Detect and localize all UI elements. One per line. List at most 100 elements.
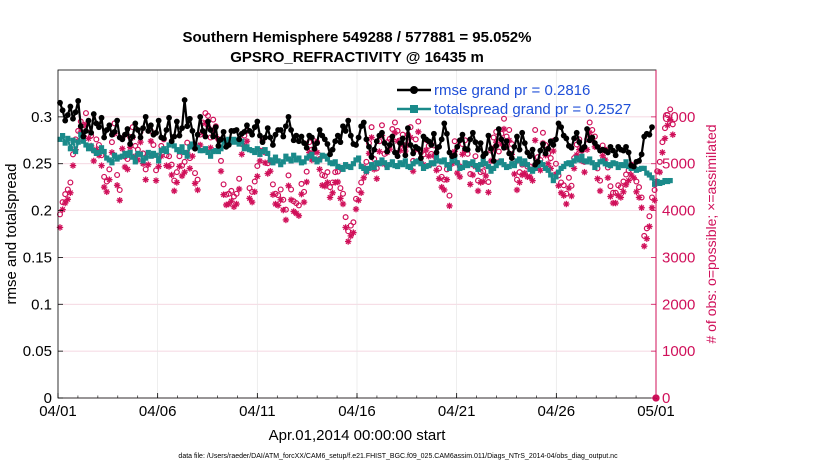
totalspread-point xyxy=(311,156,318,162)
totalspread-point xyxy=(491,165,497,171)
rmse-point xyxy=(321,136,328,143)
totalspread-point xyxy=(384,164,390,171)
totalspread-point xyxy=(78,132,84,138)
y-right-tick-label: 6000 xyxy=(662,109,695,126)
obs-assimilated-point xyxy=(280,206,287,214)
obs-assimilated-point xyxy=(137,138,144,146)
totalspread-point xyxy=(91,147,97,154)
totalspread-point xyxy=(57,136,63,142)
totalspread-point xyxy=(579,153,585,159)
obs-possible-point xyxy=(254,163,261,170)
obs-assimilated-point xyxy=(435,175,443,182)
totalspread-point xyxy=(394,163,401,170)
rmse-point xyxy=(355,134,362,141)
obs-assimilated-point xyxy=(155,163,162,170)
rmse-point xyxy=(563,135,570,142)
obs-assimilated-point xyxy=(357,189,365,196)
obs-assimilated-point xyxy=(596,187,604,195)
rmse-point xyxy=(516,146,523,153)
rmse-point xyxy=(433,149,440,156)
rmse-point xyxy=(207,127,214,133)
rmse-point xyxy=(451,152,458,159)
totalspread-point xyxy=(400,162,406,168)
obs-assimilated-point xyxy=(282,216,290,224)
totalspread-point xyxy=(348,164,354,171)
totalspread-point xyxy=(148,153,154,159)
obs-assimilated-point xyxy=(191,180,199,187)
rmse-point xyxy=(508,155,515,161)
obs-assimilated-point xyxy=(300,198,308,206)
rmse-point xyxy=(636,158,642,164)
rmse-point xyxy=(264,125,271,132)
obs-possible-point xyxy=(228,187,235,194)
totalspread-point xyxy=(124,152,131,158)
obs-possible-point xyxy=(67,179,74,186)
obs-assimilated-point xyxy=(516,179,523,186)
totalspread-point xyxy=(143,155,149,161)
rmse-point xyxy=(498,136,505,143)
obs-possible-point xyxy=(552,160,559,167)
totalspread-point xyxy=(161,146,167,152)
x-axis: 04/01 04/06 04/11 04/16 04/21 04/26 05/01 xyxy=(39,393,675,420)
obs-assimilated-point xyxy=(360,174,367,181)
obs-possible-point xyxy=(506,126,513,133)
totalspread-point xyxy=(363,168,369,174)
totalspread-point xyxy=(589,160,595,166)
rmse-point xyxy=(334,132,341,139)
totalspread-point xyxy=(215,148,221,155)
rmse-point xyxy=(402,152,409,159)
obs-assimilated-point xyxy=(303,178,310,186)
obs-assimilated-point xyxy=(531,137,539,144)
x-tick-label: 04/16 xyxy=(338,403,376,420)
rmse-point xyxy=(267,134,274,141)
obs-assimilated-point xyxy=(368,134,375,141)
totalspread-point xyxy=(524,162,530,168)
obs-possible-point xyxy=(176,153,183,160)
totalspread-point xyxy=(101,148,107,155)
rmse-point xyxy=(251,124,258,131)
totalspread-point xyxy=(59,133,66,139)
rmse-point xyxy=(210,133,217,140)
totalspread-point xyxy=(153,152,159,158)
totalspread-point xyxy=(501,162,507,168)
rmse-point xyxy=(83,128,89,134)
rmse-point xyxy=(168,138,175,145)
x-tick-label: 04/01 xyxy=(39,403,77,420)
rmse-point xyxy=(277,127,284,133)
rmse-point xyxy=(96,124,102,131)
rmse-point xyxy=(101,134,108,141)
x-axis-label: Apr.01,2014 00:00:00 start xyxy=(269,427,447,444)
obs-possible-point xyxy=(664,111,671,118)
rmse-point xyxy=(176,132,183,139)
y-left-tick-label: 0.05 xyxy=(23,343,52,360)
obs-assimilated-point xyxy=(433,167,440,174)
obs-assimilated-point xyxy=(607,193,614,200)
rmse-point xyxy=(428,142,435,148)
rmse-point xyxy=(584,126,590,132)
totalspread-point xyxy=(288,158,294,164)
totalspread-point xyxy=(519,161,525,167)
totalspread-point xyxy=(667,177,673,184)
rmse-point xyxy=(225,142,232,148)
obs-possible-point xyxy=(153,167,160,174)
rmse-point xyxy=(558,124,565,131)
obs-assimilated-point xyxy=(186,165,194,172)
rmse-point xyxy=(490,158,497,164)
obs-assimilated-point xyxy=(178,172,186,180)
y-left-tick-label: 0.25 xyxy=(23,156,52,173)
obs-assimilated-point xyxy=(441,186,448,194)
totalspread-point xyxy=(145,149,151,156)
totalspread-point xyxy=(231,136,237,142)
totalspread-point xyxy=(600,158,606,164)
obs-assimilated-point xyxy=(355,197,362,204)
rmse-point xyxy=(488,145,494,152)
rmse-point xyxy=(233,127,240,133)
obs-assimilated-point xyxy=(422,146,430,154)
totalspread-point xyxy=(182,149,188,156)
totalspread-point xyxy=(371,164,377,171)
rmse-point xyxy=(360,119,367,126)
rmse-point xyxy=(571,135,578,142)
obs-assimilated-point xyxy=(500,125,508,133)
obs-assimilated-point xyxy=(248,198,256,206)
